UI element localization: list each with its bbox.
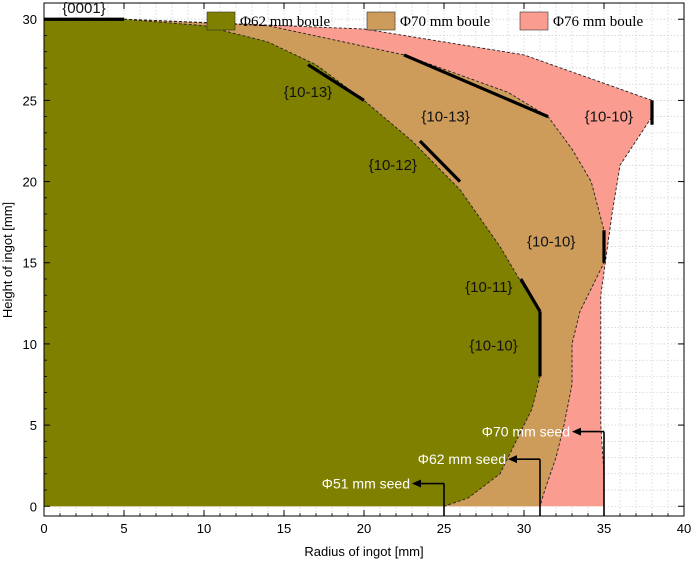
y-tick-label: 10	[23, 337, 37, 352]
x-tick-label: 35	[597, 521, 611, 536]
seed-label-3: Φ70 mm seed	[482, 424, 570, 440]
y-axis-label: Height of ingot [mm]	[0, 202, 15, 318]
x-tick-label: 15	[277, 521, 291, 536]
y-tick-label: 0	[30, 499, 37, 514]
seed-label-2: Φ62 mm seed	[418, 451, 506, 467]
x-tick-label: 30	[517, 521, 531, 536]
y-tick-label: 25	[23, 93, 37, 108]
legend-swatch-1	[206, 11, 236, 31]
area-series-1	[44, 19, 540, 507]
boundary-series-1	[44, 18, 541, 507]
x-tick-label: 5	[120, 521, 127, 536]
facet-line-4	[519, 278, 542, 313]
y-tick-label: 20	[23, 175, 37, 190]
legend: Φ62 mm boule Φ70 mm boule Φ76 mm boule	[206, 11, 643, 31]
legend-swatch-2	[366, 11, 396, 31]
seed-arrowhead-2	[508, 455, 517, 464]
x-tick-label: 20	[357, 521, 371, 536]
facet-label-1: {0001}	[62, 0, 105, 17]
legend-swatch-3	[519, 11, 549, 31]
facet-line-6	[403, 53, 549, 119]
x-tick-label: 0	[40, 521, 47, 536]
legend-label-1: Φ62 mm boule	[240, 14, 330, 30]
x-tick-label: 25	[437, 521, 451, 536]
legend-label-2: Φ70 mm boule	[400, 14, 490, 30]
seed-label-1: Φ51 mm seed	[322, 476, 410, 492]
facet-label-6: {10-13}	[421, 109, 469, 126]
facet-label-2: {10-13}	[284, 84, 332, 101]
ticks: 0 5 10 15 20 25 30 35 40 0 5 10 15 20 25 30	[23, 3, 691, 536]
facet-label-4: {10-11}	[465, 279, 512, 296]
facets	[44, 17, 654, 377]
x-tick-label: 10	[197, 521, 211, 536]
facet-label-8: {10-10}	[585, 109, 633, 126]
y-tick-label: 15	[23, 256, 37, 271]
seed-arrowhead-1	[412, 479, 421, 488]
facet-label-5: {10-10}	[469, 337, 517, 354]
facet-line-3	[418, 139, 462, 183]
facet-line-2	[307, 63, 365, 102]
areas	[44, 18, 653, 507]
x-axis-label: Radius of ingot [mm]	[304, 544, 423, 559]
seeds: Φ51 mm seed Φ62 mm seed Φ70 mm seed	[322, 424, 605, 516]
y-tick-label: 30	[23, 12, 37, 27]
facet-label-3: {10-12}	[369, 157, 417, 174]
y-tick-label: 5	[30, 418, 37, 433]
facet-labels: {0001} {10-13} {10-12} {10-11} {10-10} {10-13…	[62, 0, 633, 354]
legend-label-3: Φ76 mm boule	[553, 14, 643, 30]
x-tick-label: 40	[677, 521, 691, 536]
seed-arrowhead-3	[572, 427, 581, 436]
facet-label-7: {10-10}	[527, 234, 575, 251]
